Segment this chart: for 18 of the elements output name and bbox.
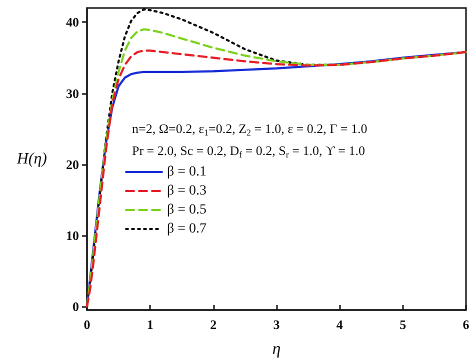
- y-tick-label: 0: [72, 298, 79, 314]
- x-tick-label: 6: [462, 317, 470, 332]
- legend-label: β = 0.5: [167, 202, 207, 218]
- x-tick-label: 3: [273, 317, 280, 332]
- legend-label: β = 0.3: [167, 184, 207, 198]
- legend-label: β = 0.1: [167, 164, 207, 180]
- x-axis-title: η: [272, 339, 281, 358]
- x-tick-label: 0: [84, 317, 90, 332]
- legend-label: β = 0.7: [167, 222, 207, 236]
- y-axis-title: H(η): [16, 150, 47, 168]
- x-tick-label: 5: [400, 317, 407, 332]
- x-tick-label: 1: [146, 317, 154, 332]
- y-tick-label: 20: [66, 156, 79, 172]
- y-tick-label: 10: [66, 228, 79, 243]
- y-tick-label: 40: [66, 14, 79, 30]
- x-tick-label: 2: [210, 317, 217, 332]
- y-tick-label: 30: [66, 86, 79, 101]
- x-tick-label: 4: [336, 317, 344, 332]
